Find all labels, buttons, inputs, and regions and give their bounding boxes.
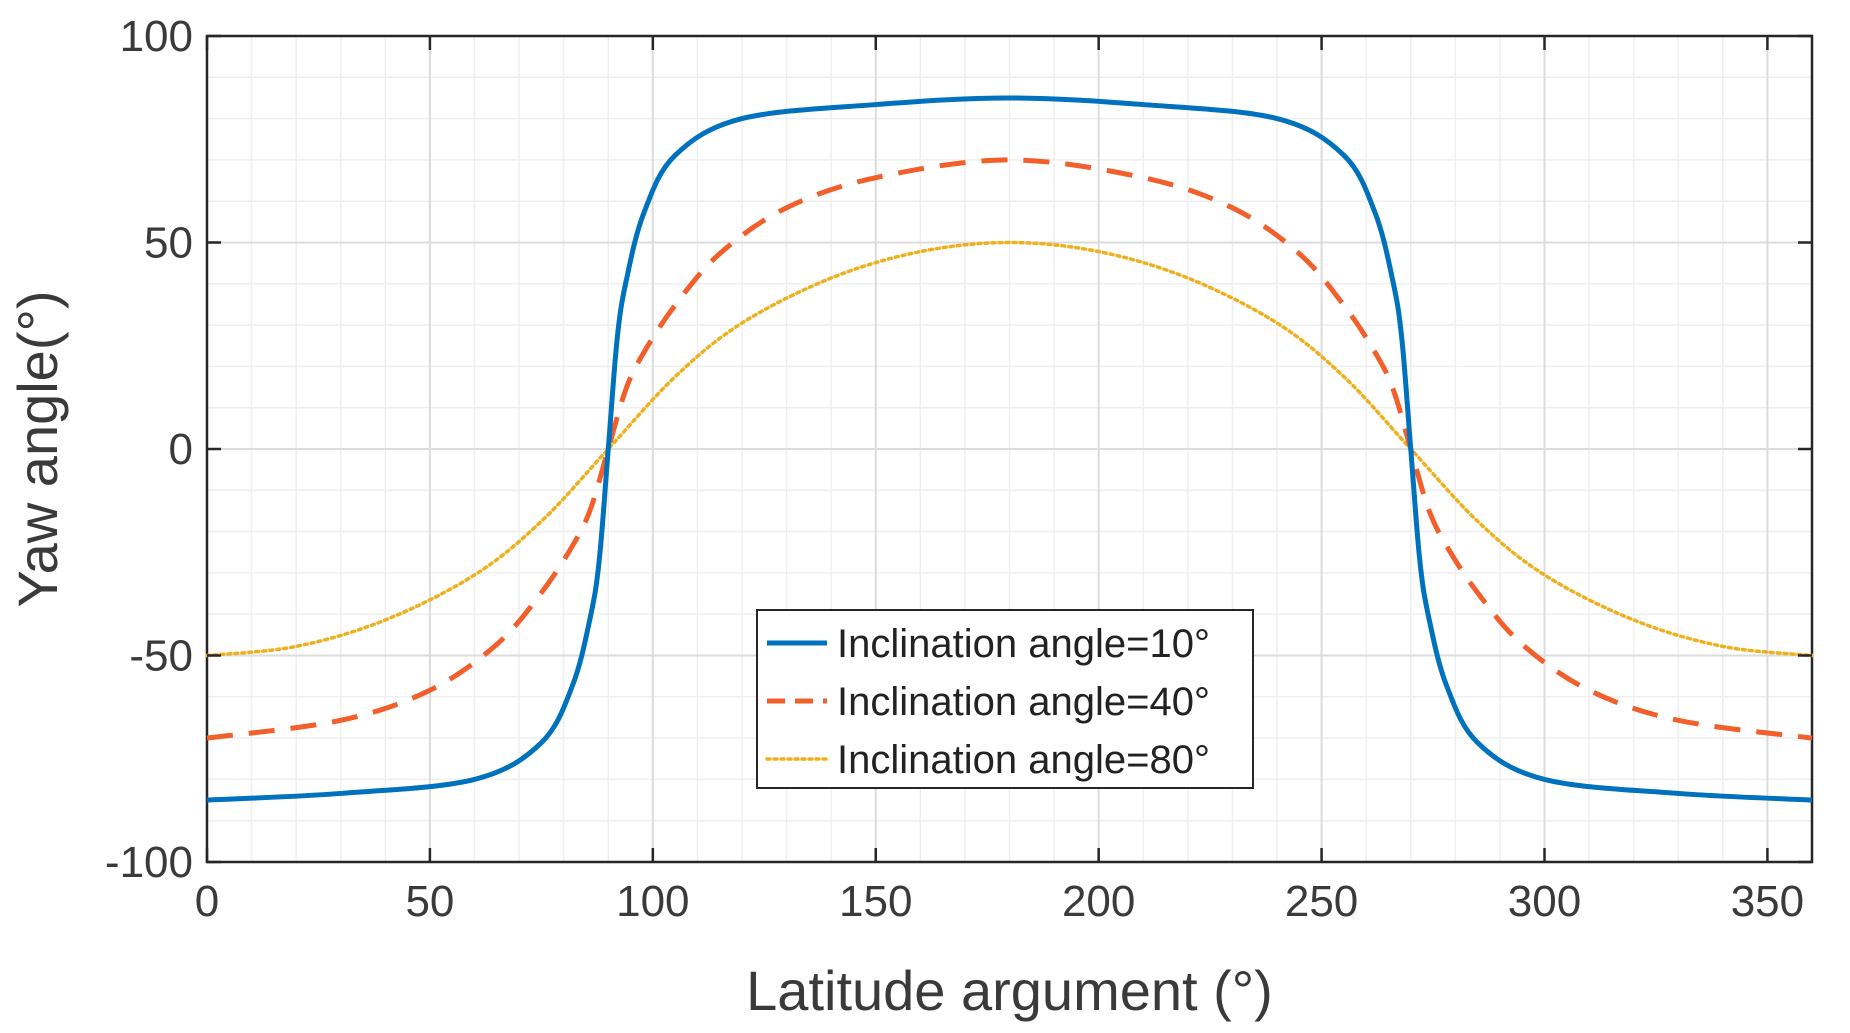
x-tick-label: 0 [195, 877, 219, 926]
x-tick-label: 300 [1508, 877, 1581, 926]
y-tick-label: 50 [144, 219, 193, 268]
legend-label-inclination-10: Inclination angle=10° [837, 622, 1210, 666]
x-tick-label: 250 [1285, 877, 1358, 926]
legend-box [756, 609, 1254, 789]
y-tick-label: -50 [129, 632, 193, 681]
series-line-inclination-40 [206, 157, 1813, 741]
x-tick-label: 350 [1731, 877, 1804, 926]
x-axis-title: Latitude argument (°) [746, 959, 1273, 1022]
legend-label-inclination-40: Inclination angle=40° [837, 680, 1210, 724]
series-line-inclination-10 [206, 95, 1813, 803]
x-tick-label: 100 [616, 877, 689, 926]
x-tick-label: 150 [839, 877, 912, 926]
y-tick-label: 100 [120, 12, 193, 61]
y-tick-label: 0 [169, 425, 193, 474]
legend-label-inclination-80: Inclination angle=80° [837, 738, 1210, 782]
y-tick-label: -100 [105, 838, 193, 887]
series-line-inclination-80 [205, 240, 1814, 658]
x-tick-label: 200 [1062, 877, 1135, 926]
x-tick-label: 50 [405, 877, 454, 926]
y-axis-title: Yaw angle(°) [6, 290, 69, 607]
